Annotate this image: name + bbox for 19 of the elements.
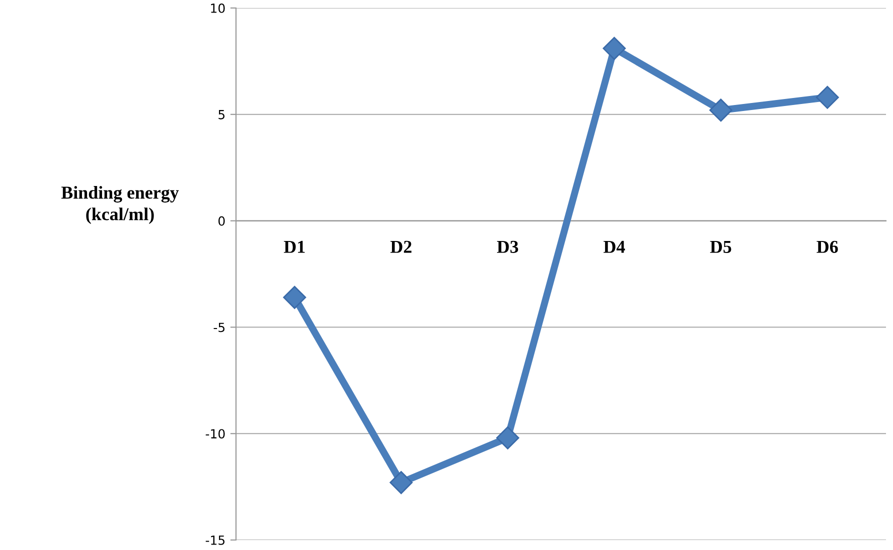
point — [390, 471, 413, 494]
point — [709, 98, 732, 122]
y-tick-label: 10 — [211, 3, 225, 13]
point — [602, 36, 626, 60]
point — [496, 426, 520, 450]
x-tick-label: D6 — [816, 240, 838, 253]
point — [816, 86, 839, 109]
x-tick-label: D4 — [604, 240, 625, 253]
y-tick-label: -15 — [206, 536, 224, 545]
x-tick-label: D2 — [390, 240, 412, 253]
y-tick-label: -5 — [214, 322, 224, 332]
point — [283, 286, 306, 309]
x-tick-label: D3 — [497, 240, 518, 253]
y-tick-label: -10 — [206, 429, 225, 439]
x-tick-label: D1 — [284, 240, 305, 253]
x-tick-label: D5 — [710, 240, 732, 253]
y-axis-title: Binding energy (kcal/ml) — [61, 186, 179, 224]
y-tick-label: 5 — [218, 110, 224, 120]
y-tick-label: 0 — [218, 216, 225, 226]
